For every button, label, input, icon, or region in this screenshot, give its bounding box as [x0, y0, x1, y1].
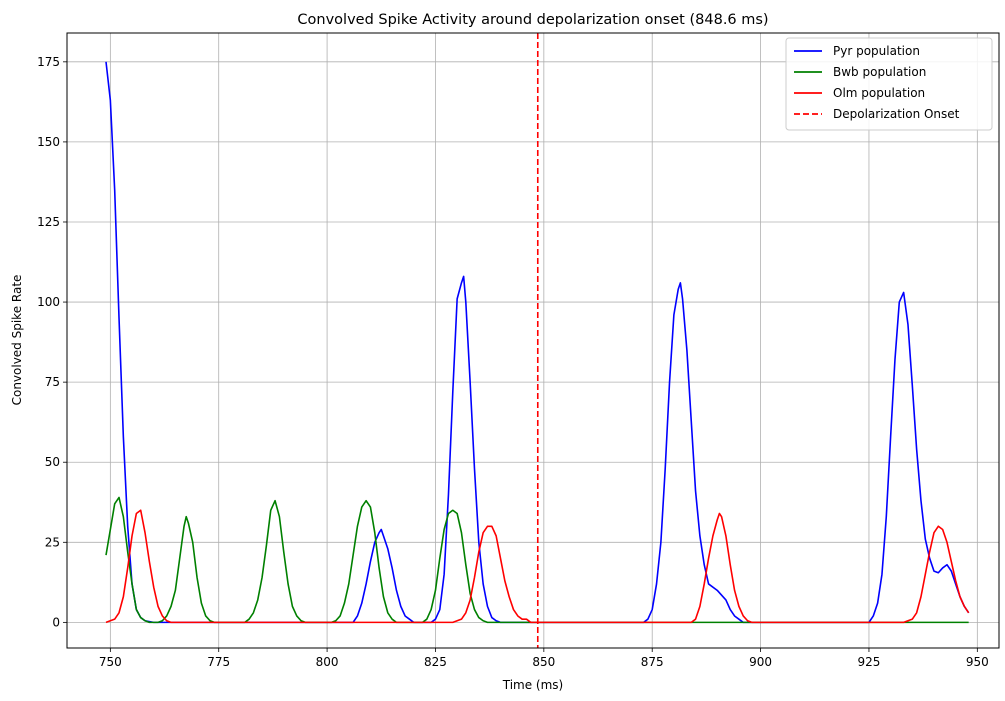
y-tick-label: 50	[45, 455, 60, 469]
x-tick-label: 875	[641, 655, 664, 669]
x-axis-label: Time (ms)	[502, 678, 564, 692]
x-tick-label: 850	[532, 655, 555, 669]
legend-label: Pyr population	[833, 44, 920, 58]
y-tick-label: 75	[45, 375, 60, 389]
plot-area	[105, 33, 970, 648]
x-tick-label: 800	[316, 655, 339, 669]
y-tick-label: 150	[37, 135, 60, 149]
x-tick-label: 950	[966, 655, 989, 669]
y-tick-label: 25	[45, 535, 60, 549]
series-line-pyr	[105, 61, 970, 624]
series-line-olm	[105, 509, 970, 624]
chart-title: Convolved Spike Activity around depolari…	[297, 12, 768, 28]
y-tick-label: 125	[37, 215, 60, 229]
legend-label: Depolarization Onset	[833, 107, 960, 121]
grid-lines	[67, 33, 999, 648]
legend-box	[785, 37, 993, 131]
y-tick-label: 0	[52, 615, 60, 629]
y-axis-label: Convolved Spike Rate	[10, 275, 24, 406]
axes-frame	[66, 32, 1000, 649]
legend: Pyr population Bwb population Olm populati…	[785, 37, 993, 131]
x-tick-label: 900	[749, 655, 772, 669]
legend-label: Bwb population	[833, 65, 926, 79]
y-tick-label: 100	[37, 295, 60, 309]
x-axis-ticks: 750 775 800 825 850 875 900 925 950	[99, 648, 989, 669]
x-tick-label: 825	[424, 655, 447, 669]
y-tick-label: 175	[37, 55, 60, 69]
x-tick-label: 925	[858, 655, 881, 669]
y-axis-ticks: 0 25 50 75 100 125 150 175	[37, 55, 67, 629]
legend-label: Olm population	[833, 86, 925, 100]
x-tick-label: 750	[99, 655, 122, 669]
x-tick-label: 775	[207, 655, 230, 669]
series-line-bwb	[105, 496, 969, 624]
